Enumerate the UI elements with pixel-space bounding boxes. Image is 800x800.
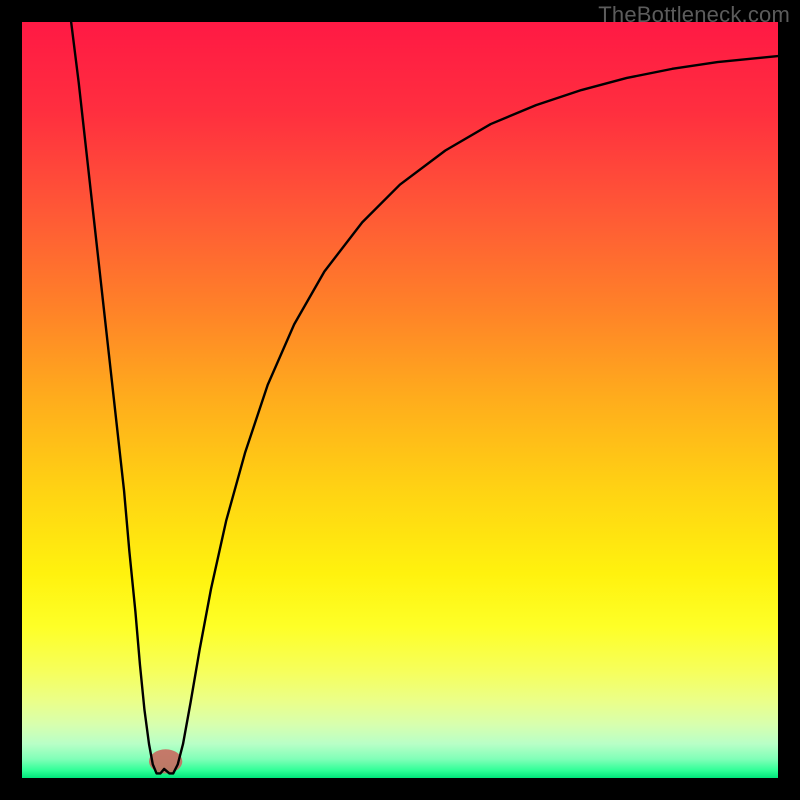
bottleneck-chart — [0, 0, 800, 800]
chart-container: TheBottleneck.com — [0, 0, 800, 800]
chart-background — [22, 22, 778, 778]
watermark-text: TheBottleneck.com — [598, 2, 790, 28]
